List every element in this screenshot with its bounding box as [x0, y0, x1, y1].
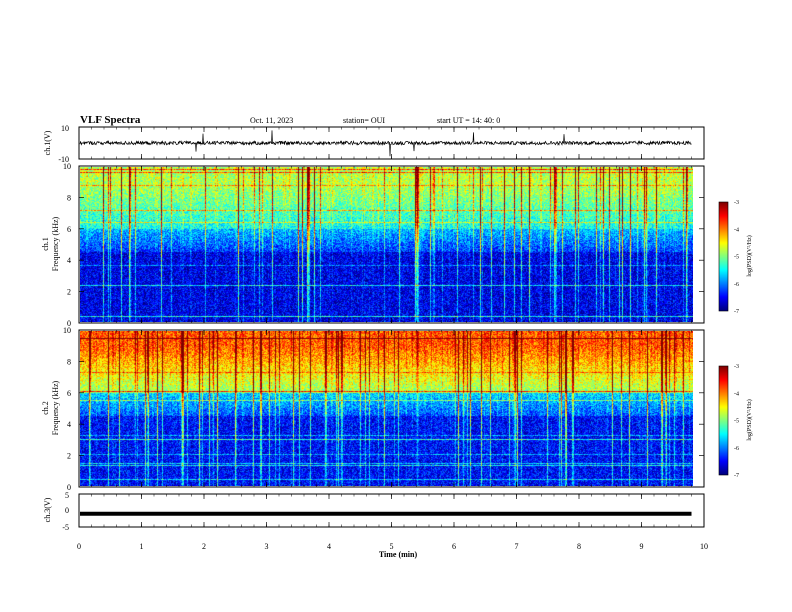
- ch1-waveform-panel: 10 -10 ch.1(V): [43, 124, 705, 164]
- station-label: station= OUI: [343, 116, 385, 125]
- x-tick-label-6: 6: [452, 542, 456, 551]
- ch1-spectrogram-colorbar-tick-3: -6: [734, 282, 739, 288]
- ch1-ytick-bottom: -10: [58, 155, 69, 164]
- ch2-spec-ylabel-line1: ch.2: [41, 401, 50, 415]
- ch2-spectrogram-colorbar-tick-2: -5: [734, 419, 739, 425]
- ch2-spectrogram-image: [80, 331, 693, 486]
- ch2-colorbar: -3 -4 -5 -6 -7 log(PSD)(V²/Hz): [718, 364, 753, 479]
- x-tick-label-9: 9: [640, 542, 644, 551]
- x-tick-label-10: 10: [700, 542, 708, 551]
- ch1-spectrogram-ytick-1: 2: [67, 288, 71, 297]
- ch3-waveform-panel: 5 0 -5 ch.3(V): [43, 491, 705, 532]
- ch2-colorbar-image: [719, 366, 728, 475]
- ch3-waveform-frame: [78, 493, 705, 528]
- ch1-spec-ylabel-line1: ch.1: [41, 237, 50, 251]
- x-tick-label-4: 4: [327, 542, 331, 551]
- x-tick-label-0: 0: [77, 542, 81, 551]
- ch1-colorbar-image: [719, 202, 728, 311]
- ch2-spectrogram-ytick-2: 4: [67, 420, 71, 429]
- x-tick-label-1: 1: [140, 542, 144, 551]
- ch1-spectrogram-ytick-5: 10: [63, 162, 71, 171]
- x-tick-label-8: 8: [577, 542, 581, 551]
- figure-title: VLF Spectra: [80, 114, 141, 126]
- ch1-spectrogram-ytick-4: 8: [67, 193, 71, 202]
- ch1-spec-ylabel-line2: Frequency (kHz): [51, 216, 60, 271]
- ch2-spectrogram-ytick-5: 10: [63, 326, 71, 335]
- ch2-spectrogram-ytick-1: 2: [67, 452, 71, 461]
- ch1-spectrogram-colorbar-tick-4: -7: [734, 309, 739, 315]
- ch3-ytick-bottom: -5: [62, 523, 69, 532]
- ch1-ytick-top: 10: [61, 124, 69, 133]
- ch1-spectrogram-colorbar-tick-0: -3: [734, 200, 739, 206]
- ch2-spectrogram-colorbar-tick-1: -4: [734, 391, 739, 397]
- ch3-ytick-mid: 0: [65, 506, 69, 515]
- ch1-spectrogram-colorbar-tick-2: -5: [734, 255, 739, 261]
- ch3-ytick-top: 5: [65, 491, 69, 500]
- ch1-spectrogram-panel: 0 2 4 6 8 10 ch.1 Frequency (kHz): [41, 162, 705, 328]
- ch1-waveform-trace: [79, 130, 692, 157]
- ch1-spectrogram-ytick-2: 4: [67, 256, 71, 265]
- ch2-spectrogram-panel: 0 2 4 6 8 10 ch.2 Frequency (kHz): [41, 326, 705, 492]
- ch1-colorbar: -3 -4 -5 -6 -7 log(PSD)(V²/Hz): [718, 200, 753, 315]
- ch2-spectrogram-ytick-4: 8: [67, 357, 71, 366]
- x-tick-label-5: 5: [390, 542, 394, 551]
- ch2-spectrogram-ytick-0: 0: [67, 483, 71, 492]
- ch1-spectrogram-ytick-0: 0: [67, 319, 71, 328]
- x-tick-label-3: 3: [265, 542, 269, 551]
- ch1-ylabel: ch.1(V): [43, 130, 52, 155]
- ch2-spectrogram-colorbar-tick-0: -3: [734, 364, 739, 370]
- x-tick-label-7: 7: [515, 542, 519, 551]
- ch2-spectrogram-ytick-3: 6: [67, 389, 71, 398]
- ch2-spectrogram-colorbar-tick-4: -7: [734, 473, 739, 479]
- ch1-spectrogram-colorbar-tick-1: -4: [734, 227, 739, 233]
- date-label: Oct. 11, 2023: [250, 116, 293, 125]
- x-axis: 0 1 2 3 4 5 6 7 8 9 10: [77, 127, 708, 551]
- ch2-spec-ylabel-line2: Frequency (kHz): [51, 380, 60, 435]
- ch1-spectrogram-image: [80, 167, 693, 322]
- ch2-colorbar-label: log(PSD)(V²/Hz): [746, 399, 753, 440]
- x-tick-label-2: 2: [202, 542, 206, 551]
- x-axis-label: Time (min): [379, 550, 418, 559]
- start-time-label: start UT = 14: 40: 0: [437, 116, 500, 125]
- ch3-ylabel: ch.3(V): [43, 497, 52, 522]
- ch1-colorbar-label: log(PSD)(V²/Hz): [746, 235, 753, 276]
- ch2-spectrogram-colorbar-tick-3: -6: [734, 446, 739, 452]
- ch1-spectrogram-ytick-3: 6: [67, 225, 71, 234]
